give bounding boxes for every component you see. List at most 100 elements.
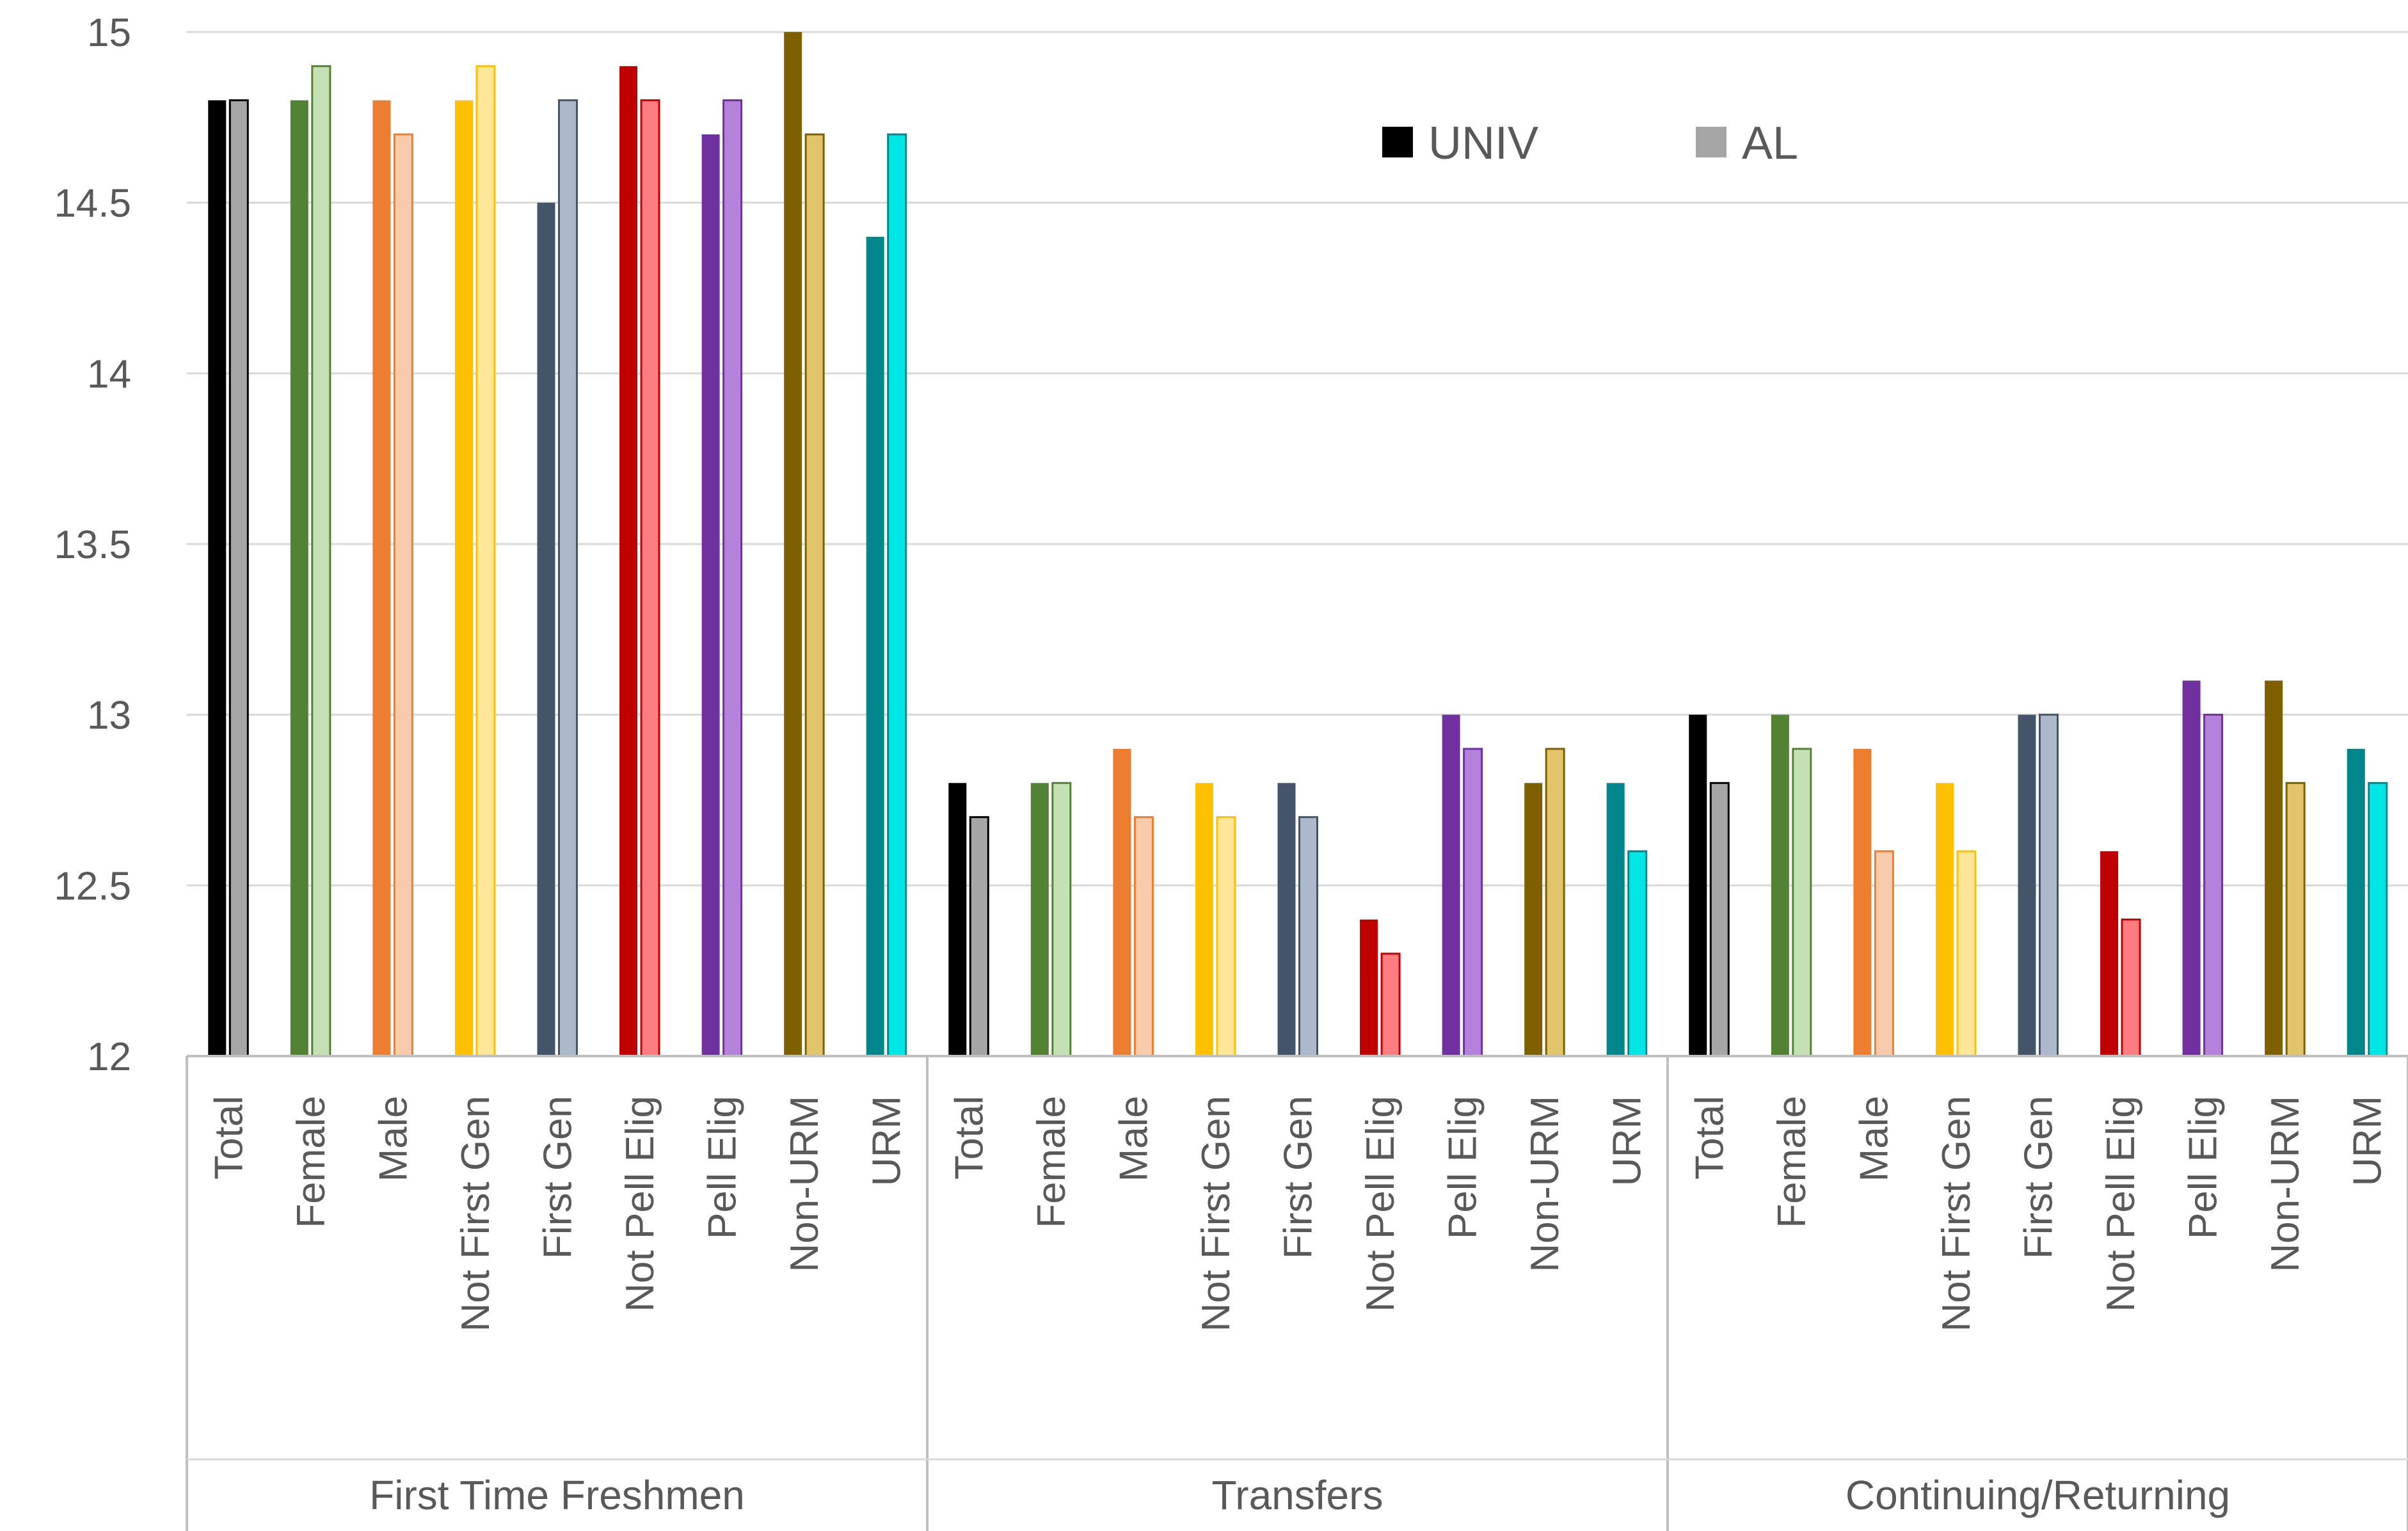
category-label: Non-URM xyxy=(783,1096,827,1272)
y-tick-label: 14.5 xyxy=(54,182,131,226)
group-label: Transfers xyxy=(1212,1472,1383,1518)
bar-univ xyxy=(2182,680,2201,1056)
bar-al xyxy=(2285,782,2306,1057)
bar-univ xyxy=(2347,749,2365,1056)
y-tick-label: 12.5 xyxy=(54,864,131,908)
legend-label: UNIV xyxy=(1428,118,1538,169)
bar-al xyxy=(969,816,989,1057)
category-label: Female xyxy=(1770,1096,1814,1228)
gridlines xyxy=(187,31,2408,886)
y-tick-label: 12 xyxy=(87,1035,131,1079)
bar-al xyxy=(722,99,743,1057)
bar-univ xyxy=(2265,680,2283,1056)
bar-al xyxy=(1298,816,1318,1057)
bar-univ xyxy=(1442,714,1460,1056)
category-label: Non-URM xyxy=(2263,1096,2308,1272)
bar-al xyxy=(311,65,331,1057)
bar-univ xyxy=(1360,919,1378,1056)
group-label: Continuing/Returning xyxy=(1846,1472,2230,1518)
legend: UNIV AL xyxy=(1382,118,1798,169)
bar-al xyxy=(558,99,578,1057)
bar-al xyxy=(2121,918,2141,1057)
category-label: First Gen xyxy=(1277,1096,1321,1259)
bar-al xyxy=(475,65,496,1057)
category-label: First Gen xyxy=(2017,1096,2061,1259)
legend-swatch xyxy=(1382,127,1413,157)
bar-univ xyxy=(1689,714,1707,1056)
category-label: URM xyxy=(1606,1096,1650,1186)
legend-label: AL xyxy=(1742,118,1798,169)
category-label: URM xyxy=(2346,1096,2390,1186)
category-label: Non-URM xyxy=(1523,1096,1567,1272)
bar-univ xyxy=(784,32,802,1056)
category-label: Pell Elig xyxy=(1441,1096,1485,1239)
bar-univ xyxy=(701,134,720,1056)
bar-al xyxy=(1874,850,1894,1057)
bar-al xyxy=(2203,714,2224,1057)
bar-univ xyxy=(1113,749,1131,1056)
bar-univ xyxy=(1277,783,1296,1056)
bar-univ xyxy=(1853,749,1872,1056)
category-label: Not Pell Elig xyxy=(618,1096,662,1312)
bar-univ xyxy=(619,66,638,1056)
bar-al xyxy=(1792,748,1812,1057)
category-label: Total xyxy=(1687,1096,1732,1180)
bar-al xyxy=(1545,748,1565,1057)
legend-swatch xyxy=(1696,127,1726,157)
category-label: Pell Elig xyxy=(2181,1096,2226,1239)
bar-al xyxy=(1216,816,1236,1057)
category-label: Male xyxy=(1112,1096,1156,1182)
bar-al xyxy=(1463,748,1483,1057)
bar-al xyxy=(1051,782,1072,1057)
bar-univ xyxy=(537,202,555,1057)
bar-al xyxy=(640,99,660,1057)
bar-al xyxy=(2039,714,2059,1057)
y-tick-label: 13 xyxy=(87,694,131,738)
bar-univ xyxy=(290,100,308,1057)
category-labels: Total Female Male Not First Gen First Gen Not… xyxy=(207,1096,2389,1332)
group-label: First Time Freshmen xyxy=(369,1472,745,1518)
y-tick-label: 15 xyxy=(87,11,131,55)
bar-univ xyxy=(454,100,473,1057)
category-label: First Gen xyxy=(536,1096,580,1259)
y-tick-labels: 12 12.5 13 13.5 14 14.5 15 xyxy=(54,11,131,1079)
category-label: Male xyxy=(371,1096,415,1182)
axes xyxy=(186,1055,2408,1531)
bar-al xyxy=(1133,816,1154,1057)
bar-univ xyxy=(2018,714,2036,1056)
bar-univ xyxy=(948,783,967,1056)
bar-al xyxy=(393,133,413,1057)
bar-al xyxy=(804,133,825,1057)
category-label: Female xyxy=(1030,1096,1074,1228)
category-label: Not First Gen xyxy=(1934,1096,1979,1332)
bar-univ xyxy=(1030,783,1049,1056)
bar-al xyxy=(228,99,249,1057)
group-labels: First Time Freshmen Transfers Continuing/R… xyxy=(369,1472,2230,1518)
category-label: Not Pell Elig xyxy=(2099,1096,2143,1312)
category-label: Total xyxy=(947,1096,991,1180)
category-label: Pell Elig xyxy=(701,1096,745,1239)
bar-al xyxy=(1380,952,1401,1057)
category-label: Female xyxy=(289,1096,333,1228)
bar-univ xyxy=(1771,714,1789,1056)
category-label: URM xyxy=(865,1096,909,1186)
bar-univ xyxy=(1935,783,1954,1056)
bar-al xyxy=(887,133,907,1057)
category-label: Total xyxy=(207,1096,251,1180)
y-tick-label: 14 xyxy=(87,352,131,396)
bar-univ xyxy=(1195,783,1213,1056)
category-label: Not First Gen xyxy=(1194,1096,1238,1332)
y-tick-label: 13.5 xyxy=(54,523,131,567)
bar-univ xyxy=(372,100,391,1057)
bar-univ xyxy=(2100,851,2119,1056)
category-label: Male xyxy=(1852,1096,1896,1182)
bar-al xyxy=(1627,850,1648,1057)
bar-univ xyxy=(866,237,884,1056)
bar-univ xyxy=(1606,783,1625,1056)
bar-al xyxy=(1709,782,1730,1057)
bar-univ xyxy=(1524,783,1543,1056)
bar-univ xyxy=(208,100,227,1057)
bar-al xyxy=(1956,850,1977,1057)
category-label: Not Pell Elig xyxy=(1359,1096,1403,1312)
